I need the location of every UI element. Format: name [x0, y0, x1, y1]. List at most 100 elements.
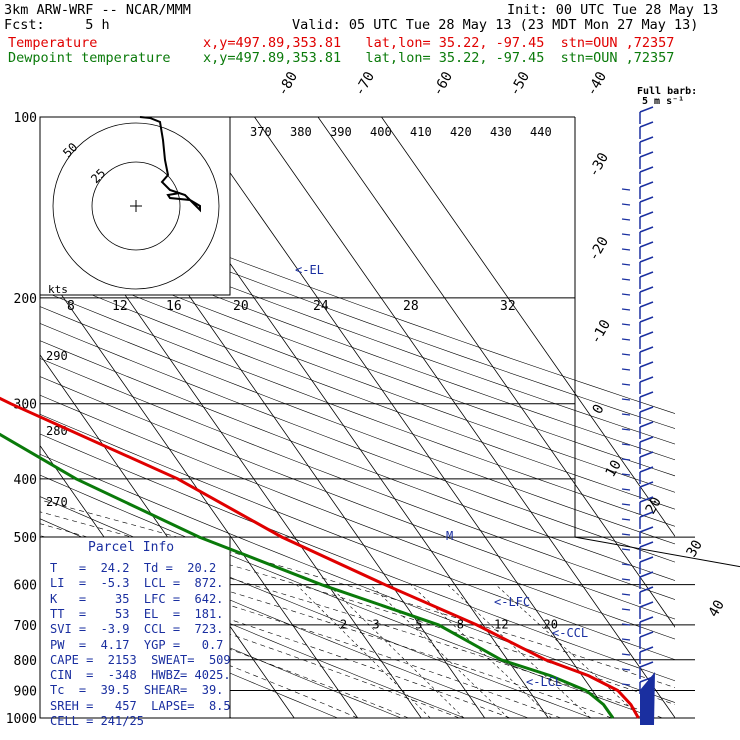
- temperature-tick-label: -40: [584, 69, 611, 99]
- wind-barb-icon: [621, 473, 631, 476]
- wind-barb-icon: [639, 661, 654, 668]
- temperature-tick-label: 30: [684, 537, 706, 560]
- pressure-tick-label: 900: [14, 684, 37, 699]
- parcel-info-row: LI = -5.3 LCL = 872.: [50, 576, 224, 591]
- level-annotation: M: [446, 529, 453, 543]
- wind-barb-icon: [639, 136, 654, 143]
- wind-barb-icon: [639, 436, 654, 443]
- theta-e-label: 290: [46, 349, 68, 363]
- dry-adiabat-line: [40, 257, 675, 493]
- isotherm-line: [40, 263, 359, 718]
- wind-barb-icon: [639, 631, 654, 638]
- moist-adiabat-line: [40, 581, 409, 718]
- mixing-ratio-line: [296, 584, 431, 718]
- wind-barb-icon: [639, 211, 654, 218]
- wind-barb-icon: [621, 188, 631, 191]
- pressure-tick-label: 1000: [6, 712, 37, 727]
- parcel-info-row: Tc = 39.5 SHEAR= 39.: [50, 683, 224, 698]
- hodograph-trace: [139, 116, 201, 213]
- temperature-tick-label: -10: [588, 317, 615, 347]
- parcel-info-row: SREH = 457 LAPSE= 8.5: [50, 698, 231, 713]
- wind-barb-icon: [621, 278, 631, 281]
- wind-barb-icon: [621, 353, 631, 356]
- dewpoint-legend: Dewpoint temperature: [8, 50, 171, 66]
- moist-adiabat-line: [40, 546, 562, 718]
- wind-barb-icon: [640, 672, 655, 725]
- wind-barb-icon: [639, 301, 654, 308]
- hodograph-speed-tick: 20: [233, 299, 249, 314]
- pressure-tick-label: 200: [14, 292, 37, 307]
- wind-barb-icon: [639, 556, 654, 563]
- isotherm-line: [254, 117, 675, 718]
- wind-barb-icon: [621, 608, 631, 611]
- wind-barb-icon: [621, 458, 631, 461]
- dry-adiabat-line: [40, 306, 675, 545]
- wind-barb-icon: [639, 421, 654, 428]
- wind-barb-icon: [621, 668, 631, 671]
- wind-barb-icon: [621, 323, 631, 326]
- hodograph-ring: [91, 161, 181, 251]
- temperature-tick-label: -30: [586, 150, 613, 180]
- theta-label: 440: [530, 125, 552, 139]
- wind-barb-icon: [639, 526, 654, 533]
- valid-time: Valid: 05 UTC Tue 28 May 13 (23 MDT Mon …: [292, 17, 699, 33]
- temperature-location: x,y=497.89,353.81 lat,lon= 35.22, -97.45…: [203, 35, 675, 51]
- wind-barb-icon: [639, 256, 654, 263]
- wind-barb-icon: [621, 623, 631, 626]
- temperature-tick-label: 0: [590, 402, 608, 417]
- dry-adiabat-line: [40, 227, 675, 461]
- temperature-tick-label: 40: [706, 597, 728, 620]
- parcel-info-row: TT = 53 EL = 181.: [50, 606, 224, 621]
- parcel-info-row: SVI = -3.9 CCL = 723.: [50, 622, 224, 637]
- wind-barb-icon: [639, 451, 654, 458]
- theta-e-label: 270: [46, 495, 68, 509]
- level-annotation: <-LCL: [526, 675, 562, 689]
- wind-barb-icon: [621, 248, 631, 251]
- parcel-info-row: PW = 4.17 YGP = 0.7: [50, 637, 224, 652]
- wind-barb-icon: [639, 376, 654, 383]
- wind-barb-icon: [621, 413, 631, 416]
- level-annotation: <-LFC: [494, 595, 530, 609]
- hodograph-speed-tick: 12: [112, 299, 128, 314]
- dry-adiabat-line: [40, 184, 675, 414]
- wind-barb-icon: [639, 241, 654, 248]
- right-axis-slope: [574, 536, 740, 568]
- level-annotation: <-EL: [295, 263, 324, 277]
- theta-label: 430: [490, 125, 512, 139]
- parcel-info-row: CIN = -348 HWBZ= 4025.: [50, 668, 231, 683]
- hodograph-units: kts: [48, 283, 68, 296]
- wind-barb-icon: [621, 443, 631, 446]
- wind-barb-icon: [639, 541, 654, 548]
- mixing-ratio-line: [410, 584, 552, 718]
- theta-label: 410: [410, 125, 432, 139]
- wind-barb-icon: [621, 653, 631, 656]
- dry-adiabat-line: [40, 198, 675, 429]
- wind-barb-icon: [639, 181, 654, 188]
- wind-barb-icon: [639, 226, 654, 233]
- temperature-tick-label: 10: [603, 457, 625, 480]
- parcel-info-row: K = 35 LFC = 642.: [50, 591, 224, 606]
- dry-adiabat-line: [40, 289, 675, 527]
- hodograph-speed-tick: 24: [313, 299, 329, 314]
- wind-barb-icon: [621, 488, 631, 491]
- pressure-tick-label: 800: [14, 654, 37, 669]
- dry-adiabat-line: [40, 413, 675, 660]
- wind-barb-icon: [639, 166, 654, 173]
- wind-barb-icon: [621, 203, 631, 206]
- dewpoint-location: x,y=497.89,353.81 lat,lon= 35.22, -97.45…: [203, 50, 675, 66]
- dry-adiabat-line: [40, 340, 675, 581]
- parcel-info-title: Parcel Info: [88, 540, 175, 555]
- dry-adiabat-line: [40, 589, 338, 718]
- theta-label: 420: [450, 125, 472, 139]
- wind-barb-icon: [639, 106, 654, 113]
- temperature-tick-label: 20: [643, 494, 665, 517]
- wind-barb-icon: [639, 316, 654, 323]
- hodograph-speed-tick: 28: [403, 299, 419, 314]
- hodograph-ring: [52, 122, 220, 290]
- theta-label: 400: [370, 125, 392, 139]
- wind-barb-icon: [639, 271, 654, 278]
- wind-barb-icon: [639, 616, 654, 623]
- dry-adiabat-line: [40, 376, 675, 620]
- isotherm-line: [190, 117, 613, 718]
